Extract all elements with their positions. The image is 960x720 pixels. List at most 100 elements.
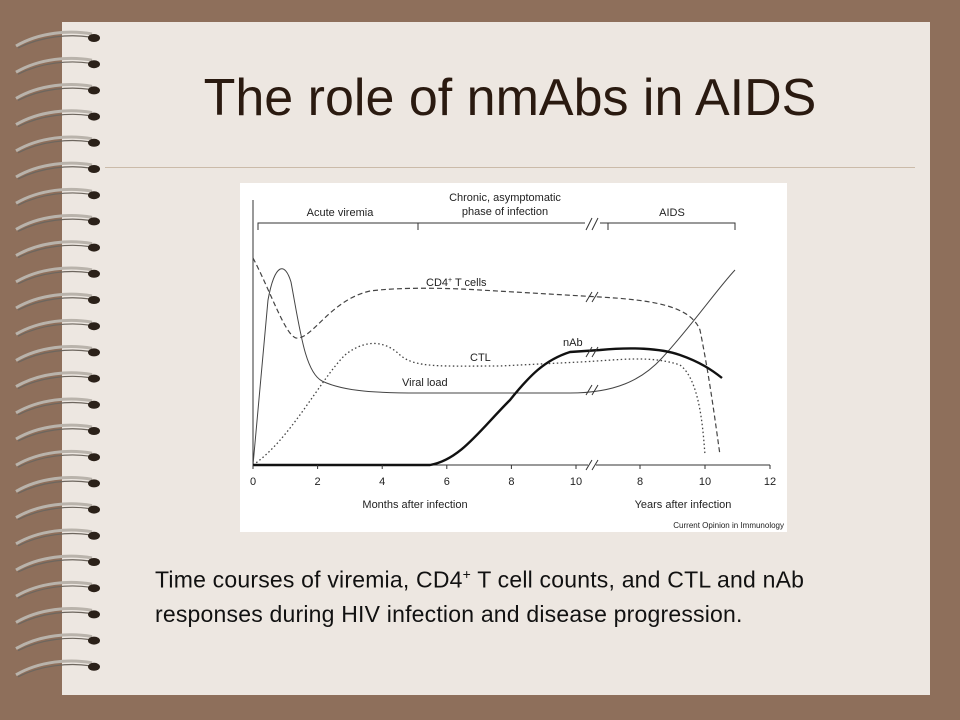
- x-tick-label: 4: [379, 476, 385, 488]
- coil-wire: [15, 187, 93, 205]
- coil-wire-shade: [17, 401, 91, 416]
- credit: Current Opinion in Immunology: [673, 521, 784, 530]
- coil-wire: [15, 476, 93, 493]
- coil-wire: [15, 345, 93, 362]
- coil-wire: [15, 607, 93, 624]
- coil-wire-shade: [17, 532, 91, 547]
- coil-wire: [15, 580, 93, 598]
- coil-wire: [15, 528, 93, 546]
- spiral-binding: [15, 30, 100, 678]
- curve-label-part: T cells: [452, 277, 487, 289]
- curve-label: CD4+ T cells: [426, 277, 487, 289]
- x-tick-label: 10: [699, 476, 711, 488]
- coil-wire-shade: [17, 559, 91, 573]
- ctl-curve: [252, 342, 706, 466]
- coil-hole: [88, 86, 100, 95]
- coil-wire: [15, 371, 93, 388]
- coil-wire: [15, 292, 93, 310]
- coil-wire-shade: [17, 166, 91, 180]
- coil-wire: [15, 423, 93, 441]
- caption-text: T cell counts, and CTL and nAb responses…: [155, 566, 805, 627]
- coil-wire: [15, 502, 93, 519]
- coil-wire-shade: [17, 375, 91, 390]
- coil-hole: [88, 427, 100, 435]
- coil-wire-shade: [17, 35, 91, 49]
- phase-label: Acute viremia: [307, 207, 375, 219]
- coil-wire-shade: [17, 87, 91, 101]
- phase-label: Chronic, asymptomatic: [449, 192, 561, 204]
- curve-label: nAb: [563, 337, 583, 349]
- x-tick-label: 12: [764, 476, 776, 488]
- coil-wire: [15, 109, 93, 126]
- coil-hole: [88, 479, 100, 488]
- coil-wire-shade: [17, 218, 91, 232]
- coil-wire-shade: [17, 113, 91, 128]
- coil-hole: [88, 34, 100, 42]
- coil-wire-shade: [17, 611, 91, 625]
- x-tick-label: 10: [570, 476, 582, 488]
- coil-hole: [88, 269, 100, 278]
- coil-wire-shade: [17, 61, 91, 75]
- coil-hole: [88, 531, 100, 540]
- figure-content: Acute viremia Chronic, asymptomatic phas…: [250, 192, 784, 530]
- coil-hole: [88, 138, 100, 147]
- coil-wire-shade: [17, 297, 91, 311]
- x-axis-title: Months after infection: [362, 499, 467, 511]
- coil-wire: [15, 633, 93, 650]
- figure-bg: [240, 183, 787, 532]
- coil-wire-shade: [17, 270, 91, 285]
- coil-hole: [88, 453, 100, 462]
- x-tick-label: 2: [315, 476, 321, 488]
- coil-wire: [15, 161, 93, 179]
- coil-wire: [15, 56, 93, 74]
- coil-wire-shade: [17, 454, 91, 468]
- coil-wire: [15, 554, 93, 572]
- curve-label-part: CD4: [426, 277, 448, 289]
- x-tick-label: 0: [250, 476, 256, 488]
- coil-wire: [15, 240, 93, 257]
- caption: Time courses of viremia, CD4+ T cell cou…: [155, 557, 855, 631]
- coil-wire: [15, 659, 93, 677]
- coil-hole: [88, 662, 100, 671]
- coil-hole: [88, 112, 100, 121]
- coil-wire: [15, 83, 93, 100]
- x-ticks: 0 2 4 6 8 10 8 10 12: [250, 465, 776, 488]
- coil-wire-shade: [17, 506, 91, 521]
- superscript: +: [462, 566, 472, 582]
- coil-hole: [88, 374, 100, 383]
- coil-wire: [15, 135, 93, 153]
- coil-wire-shade: [17, 663, 91, 678]
- coil-hole: [88, 243, 100, 252]
- coil-wire: [15, 449, 93, 467]
- coil-wire-shade: [17, 139, 91, 154]
- axis-breaks: [585, 217, 599, 471]
- superscript: +: [448, 277, 452, 284]
- curves: [252, 257, 736, 467]
- curve-label: Viral load: [402, 377, 448, 389]
- phase-brackets: [257, 222, 736, 230]
- coil-wire: [15, 266, 93, 284]
- coil-wire-shade: [17, 244, 91, 259]
- title-rule: [105, 167, 915, 168]
- coil-wire: [15, 214, 93, 231]
- coil-wire: [15, 30, 93, 48]
- coil-hole: [88, 296, 100, 304]
- phase-label: AIDS: [659, 207, 685, 219]
- coil-hole: [88, 400, 100, 409]
- coil-hole: [88, 636, 100, 645]
- coil-wire-shade: [17, 192, 91, 206]
- coil-hole: [88, 558, 100, 566]
- coil-wire-shade: [17, 480, 91, 494]
- coil-wire: [15, 397, 93, 415]
- x-axis-title: Years after infection: [635, 499, 732, 511]
- coil-hole: [88, 348, 100, 357]
- viral-load-curve: [252, 268, 736, 466]
- coil-hole: [88, 217, 100, 226]
- coil-hole: [88, 584, 100, 593]
- x-tick-label: 8: [637, 476, 643, 488]
- coil-wire-shade: [17, 585, 91, 599]
- coil-wire: [15, 318, 93, 336]
- coil-hole: [88, 610, 100, 619]
- coil-wire-shade: [17, 349, 91, 363]
